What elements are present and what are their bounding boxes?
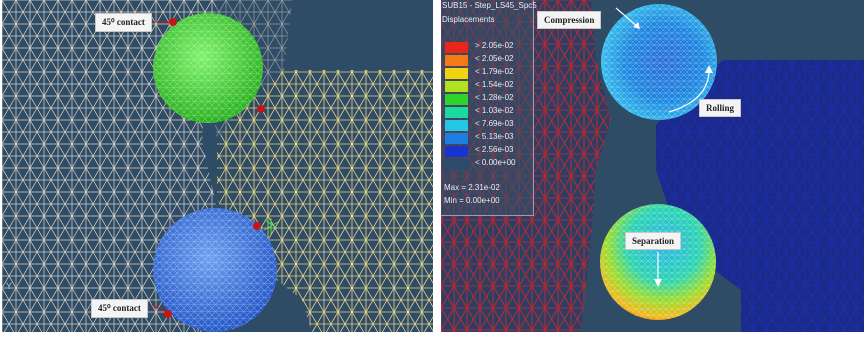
legend-swatch: [445, 94, 468, 105]
legend-swatch: [445, 42, 468, 53]
compression-arrow-icon: [615, 7, 640, 29]
contact-point-bottom-right: [253, 222, 261, 230]
result-name: Displacements: [442, 15, 495, 24]
window-title: SUB15 - Step_LS45_Spc5: [442, 1, 537, 10]
rolling-arrowhead: [705, 65, 713, 73]
legend-swatch: [445, 107, 468, 118]
green-sphere-mesh: [153, 13, 263, 123]
legend-min: Min = 0.00e+00: [444, 196, 500, 205]
separation-arrowhead: [654, 279, 662, 287]
legend-label: < 1.79e-02: [475, 67, 514, 76]
legend-swatch: [445, 159, 468, 170]
legend-swatch: [445, 55, 468, 66]
compression-callout: Compression: [537, 11, 602, 29]
legend-swatch: [445, 146, 468, 157]
legend-swatch: [445, 68, 468, 79]
contact-point-top-right: [257, 105, 265, 113]
legend-swatch: [445, 133, 468, 144]
rolling-callout: Rolling: [699, 99, 742, 117]
legend-label: < 7.69e-03: [475, 119, 514, 128]
legend-swatch: [445, 120, 468, 131]
legend-label: < 2.05e-02: [475, 54, 514, 63]
rolling-arrow-icon: [668, 69, 710, 113]
blue-sphere-mesh: [153, 208, 277, 332]
displacement-legend: SUB15 - Step_LS45_Spc5 Displacements > 2…: [441, 0, 537, 216]
legend-label: < 2.56e-03: [475, 145, 514, 154]
legend-label: < 1.03e-02: [475, 106, 514, 115]
legend-label: < 5.13e-03: [475, 132, 514, 141]
separation-callout: Separation: [625, 232, 682, 250]
legend-label: < 0.00e+00: [475, 158, 516, 167]
left-viewport[interactable]: 45⁰ contact 45⁰ contact Y: [2, 0, 433, 332]
legend-swatch: [445, 81, 468, 92]
axis-y-label: Y: [6, 281, 13, 291]
contact-label-bottom: 45⁰ contact: [91, 299, 148, 318]
legend-label: < 1.28e-02: [475, 93, 514, 102]
compression-arrowhead: [633, 22, 640, 29]
contact-point-top-left: [169, 18, 177, 26]
contact-label-top: 45⁰ contact: [95, 13, 152, 32]
right-viewport[interactable]: SUB15 - Step_LS45_Spc5 Displacements > 2…: [441, 0, 864, 332]
contact-star-icon: [263, 218, 279, 234]
legend-max: Max = 2.31e-02: [444, 183, 500, 192]
contact-arrow-bottom: [151, 304, 167, 313]
top-sphere-mesh: [601, 4, 717, 120]
left-mesh-canvas[interactable]: [2, 0, 433, 332]
legend-label: > 2.05e-02: [475, 41, 514, 50]
legend-label: < 1.54e-02: [475, 80, 514, 89]
